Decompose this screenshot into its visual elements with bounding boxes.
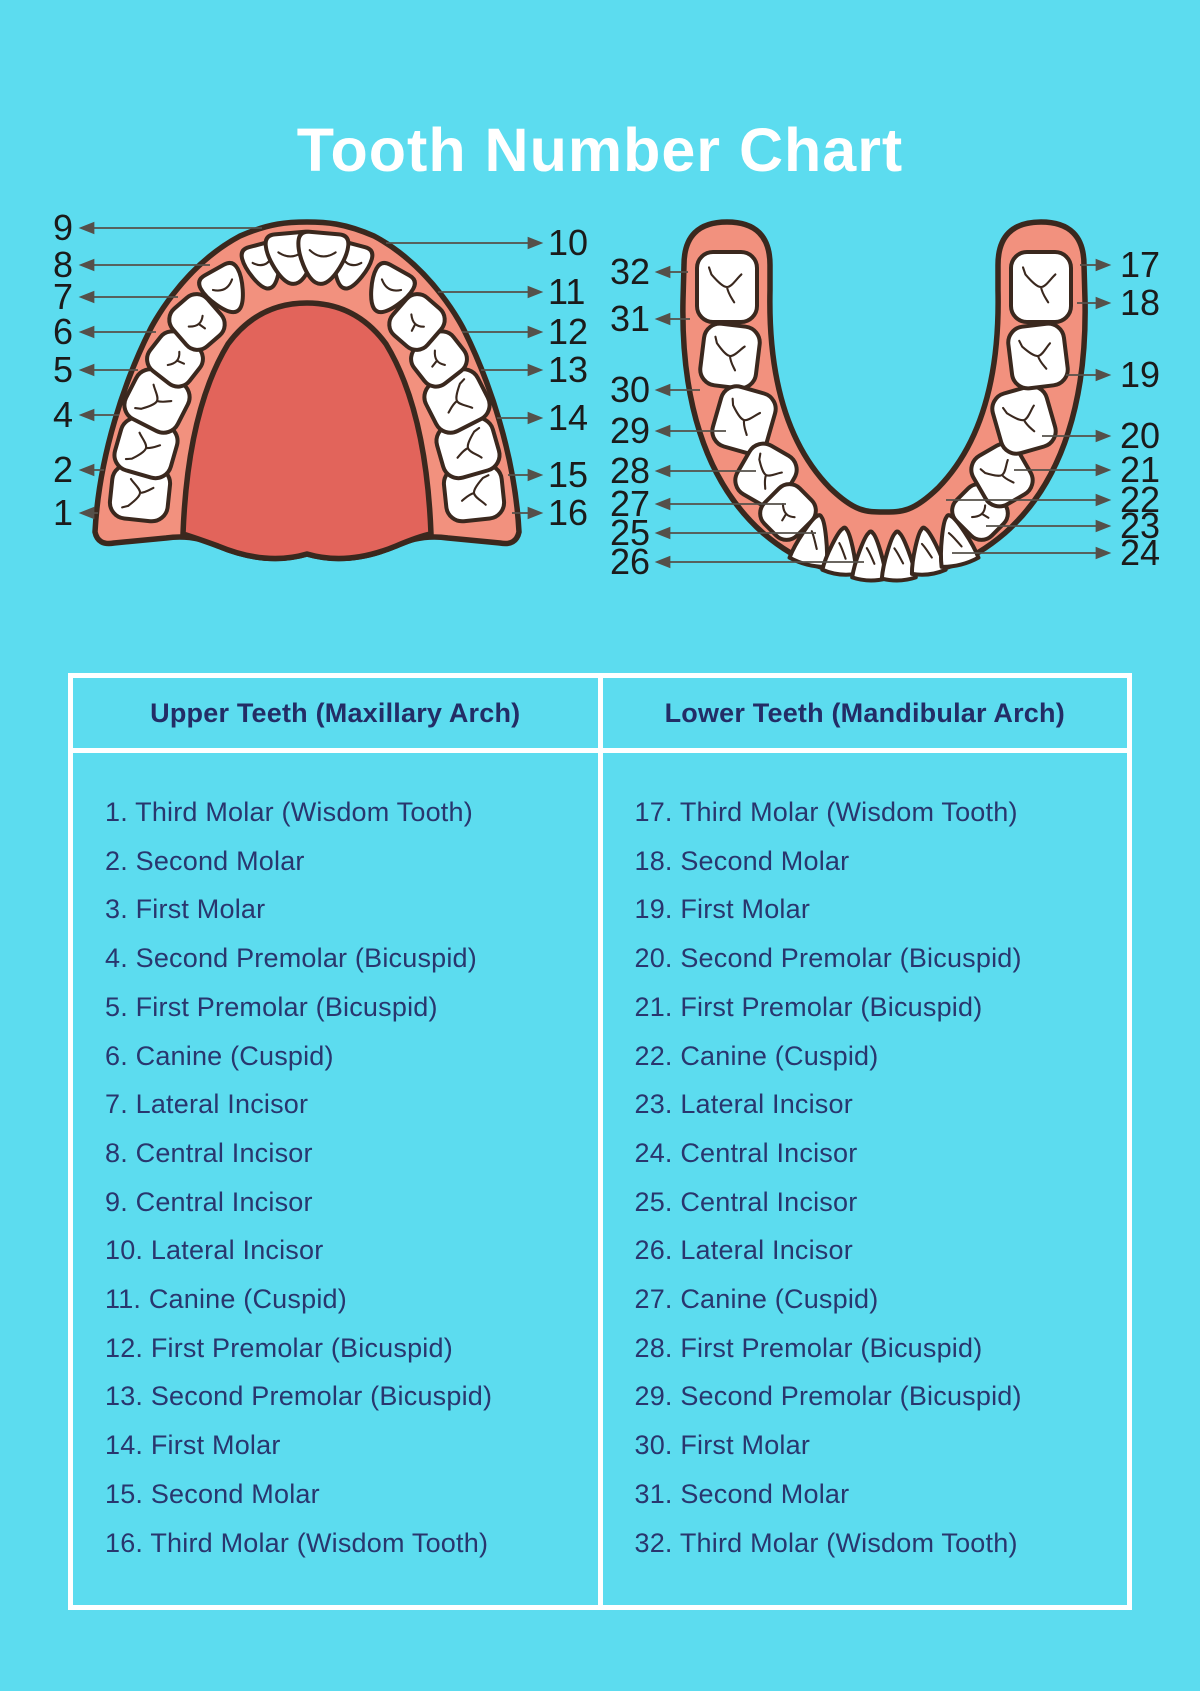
tooth-label-6: 6 — [52, 311, 73, 352]
tooth-label-25: 25 — [609, 512, 650, 553]
tooth-item-22: 22. Canine (Cuspid) — [634, 1040, 879, 1071]
tooth-item-18: 18. Second Molar — [634, 845, 850, 876]
tooth-item-8: 8. Central Incisor — [105, 1137, 313, 1168]
tooth-item-6: 6. Canine (Cuspid) — [105, 1040, 334, 1071]
tooth-shape — [167, 292, 227, 352]
tooth-number-table: Upper Teeth (Maxillary Arch) Lower Teeth… — [68, 673, 1132, 1610]
tooth-shape — [938, 513, 981, 569]
tooth-shape — [710, 384, 778, 456]
tooth-label-30: 30 — [609, 369, 650, 410]
tooth-label-18: 18 — [1120, 282, 1161, 323]
tooth-label-19: 19 — [1120, 354, 1161, 395]
table-body: 1. Third Molar (Wisdom Tooth) 2. Second … — [73, 753, 1127, 1605]
tooth-item-20: 20. Second Premolar (Bicuspid) — [634, 943, 1022, 974]
tooth-item-10: 10. Lateral Incisor — [105, 1235, 324, 1266]
tooth-item-21: 21. First Premolar (Bicuspid) — [634, 991, 983, 1022]
tooth-shape — [909, 525, 948, 577]
tooth-label-15: 15 — [548, 454, 589, 495]
tooth-item-9: 9. Central Incisor — [105, 1186, 313, 1217]
tooth-item-29: 29. Second Premolar (Bicuspid) — [634, 1381, 1022, 1412]
tooth-item-25: 25. Central Incisor — [634, 1186, 858, 1217]
tooth-label-1: 1 — [52, 492, 73, 533]
tooth-item-11: 11. Canine (Cuspid) — [105, 1284, 347, 1315]
upper-teeth-column: 1. Third Molar (Wisdom Tooth) 2. Second … — [73, 753, 603, 1605]
tooth-item-31: 31. Second Molar — [634, 1478, 850, 1509]
page-title: Tooth Number Chart — [296, 115, 904, 184]
tooth-item-2: 2. Second Molar — [105, 845, 305, 876]
tooth-item-14: 14. First Molar — [105, 1430, 281, 1461]
tooth-shape — [850, 529, 889, 583]
tooth-item-30: 30. First Molar — [634, 1430, 811, 1461]
tooth-label-4: 4 — [52, 394, 73, 435]
tooth-item-17: 17. Third Molar (Wisdom Tooth) — [634, 797, 1018, 827]
tooth-label-27: 27 — [609, 483, 650, 524]
tooth-label-24: 24 — [1120, 532, 1161, 573]
tooth-item-15: 15. Second Molar — [105, 1478, 320, 1509]
tooth-item-32: 32. Third Molar (Wisdom Tooth) — [634, 1527, 1018, 1558]
tooth-item-23: 23. Lateral Incisor — [634, 1089, 853, 1120]
lower-teeth-column: 17. Third Molar (Wisdom Tooth) 18. Secon… — [603, 753, 1128, 1605]
tooth-shape — [1009, 250, 1073, 324]
tooth-shape — [387, 292, 447, 352]
tooth-label-22: 22 — [1120, 479, 1161, 520]
tooth-label-23: 23 — [1120, 505, 1161, 546]
tooth-item-12: 12. First Premolar (Bicuspid) — [105, 1332, 453, 1363]
tooth-label-12: 12 — [548, 311, 589, 352]
tooth-item-4: 4. Second Premolar (Bicuspid) — [105, 943, 477, 974]
tooth-item-7: 7. Lateral Incisor — [105, 1089, 309, 1120]
tooth-label-13: 13 — [548, 349, 589, 390]
tooth-label-10: 10 — [548, 222, 589, 263]
tooth-label-29: 29 — [609, 410, 650, 451]
tooth-item-26: 26. Lateral Incisor — [634, 1235, 853, 1266]
tooth-label-9: 9 — [52, 207, 73, 248]
tooth-label-7: 7 — [52, 276, 73, 317]
tooth-shape — [990, 384, 1058, 456]
table-header-row: Upper Teeth (Maxillary Arch) Lower Teeth… — [73, 678, 1127, 753]
tooth-label-31: 31 — [609, 298, 650, 339]
dental-arches-illustration — [78, 219, 1112, 583]
tooth-shape — [698, 321, 762, 391]
leader-lines — [78, 221, 1112, 569]
tooth-label-16: 16 — [548, 492, 589, 533]
tooth-shape — [695, 250, 759, 324]
tooth-item-5: 5. First Premolar (Bicuspid) — [105, 991, 438, 1022]
tooth-label-11: 11 — [548, 271, 586, 312]
tooth-shape — [369, 260, 417, 315]
tooth-item-3: 3. First Molar — [105, 894, 266, 925]
tooth-item-19: 19. First Molar — [634, 894, 811, 925]
tooth-label-26: 26 — [609, 541, 650, 582]
tooth-shape — [296, 229, 351, 286]
tooth-label-28: 28 — [609, 450, 650, 491]
tooth-item-16: 16. Third Molar (Wisdom Tooth) — [105, 1527, 489, 1558]
tooth-label-32: 32 — [609, 251, 650, 292]
tooth-label-21: 21 — [1120, 449, 1161, 490]
tooth-shape — [1006, 321, 1070, 391]
tooth-item-27: 27. Canine (Cuspid) — [634, 1284, 879, 1315]
tooth-item-1: 1. Third Molar (Wisdom Tooth) — [105, 797, 473, 827]
tooth-label-17: 17 — [1120, 244, 1161, 285]
tooth-item-13: 13. Second Premolar (Bicuspid) — [105, 1381, 493, 1412]
upper-teeth-header: Upper Teeth (Maxillary Arch) — [73, 678, 603, 748]
tooth-shape — [197, 260, 245, 315]
lower-teeth-header: Lower Teeth (Mandibular Arch) — [664, 697, 1065, 728]
lower-arch-illustration — [680, 219, 1088, 583]
tooth-label-14: 14 — [548, 397, 589, 438]
tooth-item-24: 24. Central Incisor — [634, 1137, 858, 1168]
tooth-label-5: 5 — [52, 349, 73, 390]
tooth-item-28: 28. First Premolar (Bicuspid) — [634, 1332, 983, 1363]
tooth-label-20: 20 — [1120, 415, 1161, 456]
tooth-shape — [879, 529, 918, 583]
tooth-shape — [820, 525, 859, 577]
tooth-label-2: 2 — [52, 449, 73, 490]
tooth-label-8: 8 — [52, 244, 73, 285]
upper-arch-illustration — [92, 219, 522, 562]
